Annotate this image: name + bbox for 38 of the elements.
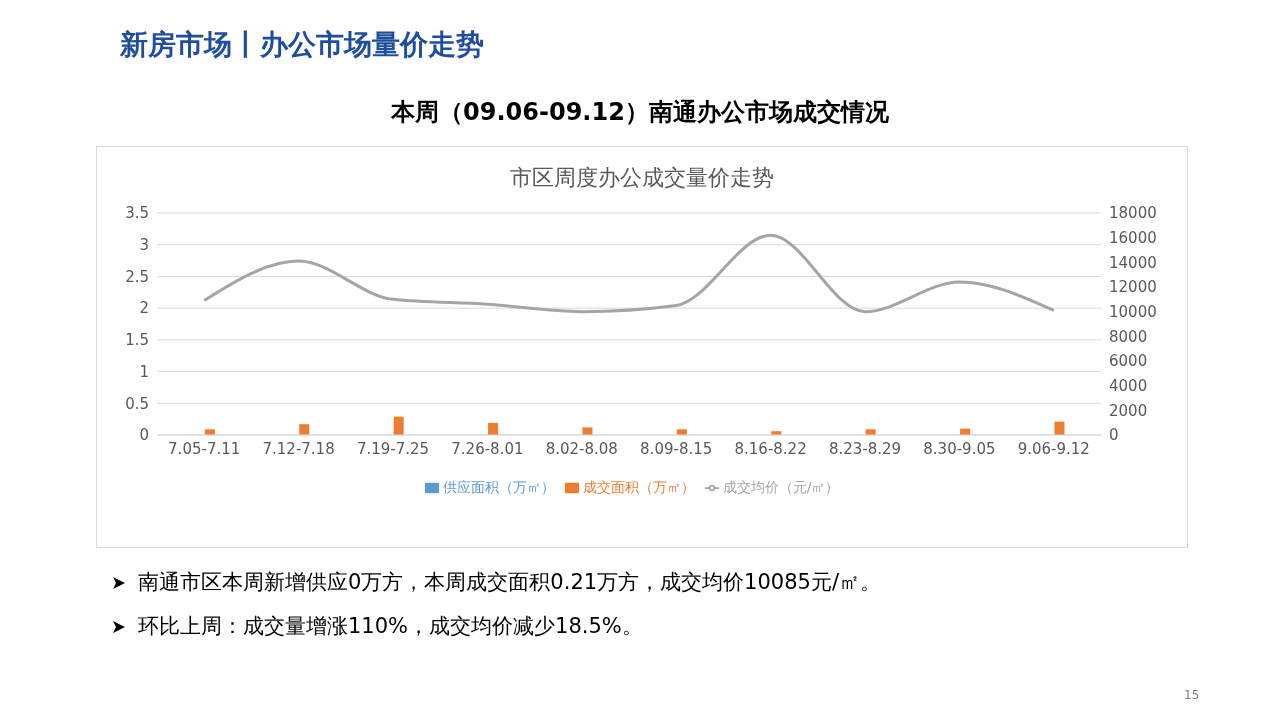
text: 新房市场丨办公市场量价走势 [120,27,484,63]
y-tick-label: 1.5 [125,331,149,350]
chart-title: 市区周度办公成交量价走势 [509,164,775,192]
y2-tick-label: 10000 [1109,302,1157,321]
y-tick-label: 0.5 [125,394,149,413]
y2-tick-label: 14000 [1109,253,1157,272]
text: 15 [1184,688,1200,702]
x-tick-label: 7.19-7.25 [356,439,430,458]
y2-tick-label: 6000 [1109,352,1148,371]
y2-tick-label: 12000 [1109,278,1157,297]
y2-tick-label: 0 [1109,426,1119,445]
y-tick-label: 1 [139,362,149,381]
x-tick-label: 7.05-7.11 [168,439,241,458]
y-tick-label: 0 [139,426,149,445]
y2-tick-label: 4000 [1109,376,1148,395]
line-series [202,233,1056,314]
legend-label: 供应面积（万㎡） [442,479,555,495]
y2-tick-label: 18000 [1109,204,1157,223]
legend-label: 成交面积（万㎡） [582,479,695,495]
legend-label: 成交均价（元/㎡） [722,479,840,495]
x-tick-label: 8.02-8.08 [545,439,618,458]
text: 环比上周：成交量增涨110%，成交均价减少18.5%。 [138,613,643,640]
x-tick-label: 8.09-8.15 [640,439,713,458]
y-tick-label: 3.5 [125,204,149,223]
y2-tick-label: 16000 [1109,228,1157,247]
x-tick-label: 8.30-9.05 [923,439,996,458]
x-tick-label: 7.12-7.18 [262,439,335,458]
x-tick-label: 8.23-8.29 [828,439,902,458]
x-tick-label: 9.06-9.12 [1017,439,1090,458]
y2-tick-label: 2000 [1109,401,1148,420]
y-tick-label: 2.5 [125,267,149,286]
chart-subtitle: 本周（09.06-09.12）南通办公市场成交情况 [390,97,890,128]
y-tick-label: 2 [139,299,149,318]
y2-tick-label: 8000 [1109,327,1148,346]
x-tick-label: 7.26-8.01 [451,439,524,458]
x-tick-label: 8.16-8.22 [734,439,807,458]
y-tick-label: 3 [139,236,149,255]
text: 南通市区本周新增供应0万方，本周成交面积0.21万方，成交均价10085元/㎡。 [138,569,881,596]
